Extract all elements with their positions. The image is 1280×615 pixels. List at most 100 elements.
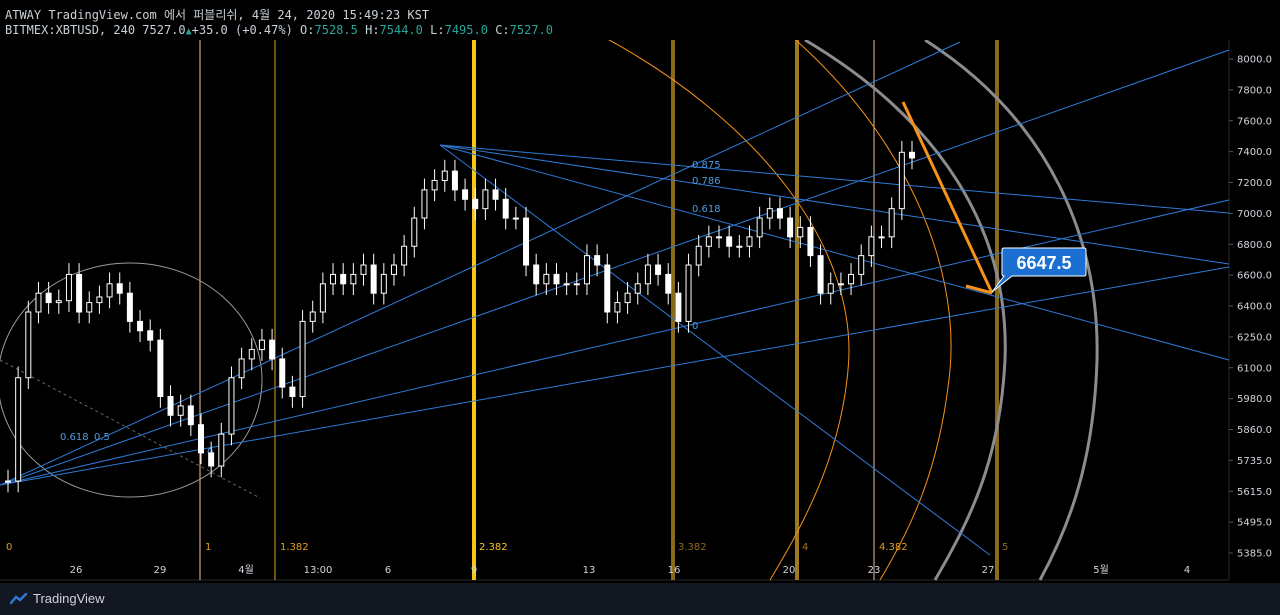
- price-chart[interactable]: 0 1 1.382 2.382 3.382 4 4.382 5 0.875 0.786 0.618…: [0, 40, 1280, 583]
- fib-arc-grey[interactable]: [924, 40, 1099, 581]
- fib-fan-line[interactable]: [0, 49, 1230, 486]
- candle-body: [492, 189, 499, 200]
- fib-fan-line[interactable]: [439, 144, 991, 556]
- candle-body: [187, 405, 194, 426]
- time-fib-label: 4.382: [879, 542, 908, 553]
- candle-body: [848, 273, 855, 285]
- time-fib-label: 5: [1002, 542, 1008, 553]
- price-tick-label: 6400.0: [1237, 302, 1272, 313]
- fib-fan-line[interactable]: [439, 144, 1230, 214]
- time-tick-label: 13: [583, 565, 596, 576]
- time-fib-zones[interactable]: 0 1 1.382 2.382 3.382 4 4.382 5: [6, 40, 1008, 580]
- candle-body: [858, 255, 865, 275]
- candle-body: [289, 386, 296, 398]
- tradingview-icon: [10, 592, 28, 604]
- candle-body: [177, 405, 184, 416]
- change-value: +35.0 (+0.47%): [191, 23, 293, 37]
- time-tick-label: 20: [783, 565, 796, 576]
- time-fib-label: 1.382: [280, 542, 309, 553]
- candle-body: [817, 255, 824, 294]
- fib-fan-line[interactable]: [439, 144, 1230, 265]
- candle-body: [543, 273, 550, 285]
- high-label: H:: [365, 23, 380, 37]
- candle-body: [380, 273, 387, 294]
- price-axis[interactable]: 8000.0 7800.0 7600.0 7400.0 7200.0 7000.0 6800…: [1229, 55, 1272, 560]
- fib-fan-label: 0.618: [60, 432, 89, 443]
- fib-fan-label: 0.5: [94, 432, 110, 443]
- fib-fan-line[interactable]: [0, 266, 1230, 486]
- time-tick-label: 13:00: [304, 565, 333, 576]
- candle-body: [258, 339, 265, 351]
- candle-body: [238, 358, 245, 379]
- forecast-arrow-line[interactable]: [901, 101, 994, 294]
- fib-arc-grey[interactable]: [804, 40, 1007, 581]
- time-fib-label: 4: [802, 542, 808, 553]
- candle-body: [106, 283, 113, 298]
- price-tick-label: 6800.0: [1237, 240, 1272, 251]
- candle-body: [350, 273, 357, 285]
- candle-body: [502, 198, 509, 219]
- candle-body: [512, 217, 519, 220]
- candle-body: [76, 273, 83, 313]
- price-tick-label: 7200.0: [1237, 178, 1272, 189]
- price-tick-label: 7600.0: [1237, 116, 1272, 127]
- candle-body: [736, 245, 743, 248]
- candle-body: [421, 189, 428, 219]
- time-tick-label: 4월: [238, 564, 254, 576]
- candle-body: [756, 217, 763, 238]
- candle-body: [330, 273, 337, 285]
- time-tick-label: 4: [1184, 565, 1190, 576]
- fib-arcs[interactable]: [0, 40, 1099, 581]
- candle-body: [167, 396, 174, 416]
- time-tick-label: 6: [385, 565, 391, 576]
- fib-fan-lines[interactable]: 0.875 0.786 0.618 0 0.618 0.5 0: [0, 41, 1230, 556]
- candle-body: [827, 283, 834, 294]
- fib-circle[interactable]: [0, 262, 263, 498]
- fib-fan-line[interactable]: [439, 144, 1230, 361]
- drawing-overlays[interactable]: 6647.5: [901, 101, 1087, 295]
- price-tick-label: 8000.0: [1237, 55, 1272, 66]
- forecast-arrow-head[interactable]: [965, 284, 993, 295]
- candle-body: [147, 330, 154, 341]
- price-tick-label: 7400.0: [1237, 147, 1272, 158]
- fib-arc-orange[interactable]: [790, 40, 952, 581]
- candle-body: [898, 151, 905, 210]
- low-value: 7495.0: [444, 23, 488, 37]
- candle-body: [319, 283, 326, 313]
- candle-body: [888, 208, 895, 238]
- time-axis[interactable]: 26 29 4월 13:00 6 9 13 16 20 23 27 5월 4: [70, 564, 1191, 576]
- time-tick-label: 27: [982, 565, 995, 576]
- candle-body: [655, 264, 662, 275]
- candle-body: [55, 300, 62, 304]
- candle-body: [360, 264, 367, 275]
- candle-body: [411, 217, 418, 247]
- fib-fan-label: 0: [692, 321, 698, 332]
- close-label: C:: [495, 23, 510, 37]
- candle-body: [472, 198, 479, 210]
- candle-body: [583, 255, 590, 285]
- candle-body: [675, 292, 682, 322]
- trend-line-dashed[interactable]: [0, 359, 261, 499]
- fib-arc-orange[interactable]: [600, 40, 850, 581]
- candle-body: [96, 296, 103, 304]
- candle-body: [15, 377, 22, 482]
- candle-body: [533, 264, 540, 285]
- low-label: L:: [430, 23, 445, 37]
- symbol-info-line: BITMEX:XBTUSD, 240 7527.0▲+35.0 (+0.47%)…: [5, 23, 553, 37]
- fib-fan-line[interactable]: [0, 41, 961, 486]
- time-fib-label: 2.382: [479, 542, 508, 553]
- price-tick-label: 7000.0: [1237, 209, 1272, 220]
- tradingview-logo[interactable]: TradingView: [10, 591, 105, 606]
- price-tick-label: 5735.0: [1237, 456, 1272, 467]
- candle-body: [431, 179, 438, 191]
- close-value: 7527.0: [509, 23, 553, 37]
- price-callout-box[interactable]: [991, 247, 1087, 293]
- candle-body: [726, 236, 733, 247]
- candle-body: [462, 189, 469, 200]
- candle-body: [665, 273, 672, 294]
- candle-body: [594, 255, 601, 266]
- price-tick-label: 6600.0: [1237, 271, 1272, 282]
- fib-fan-label: 0.875: [692, 160, 721, 171]
- candlesticks: [5, 141, 915, 493]
- candle-body: [482, 189, 489, 210]
